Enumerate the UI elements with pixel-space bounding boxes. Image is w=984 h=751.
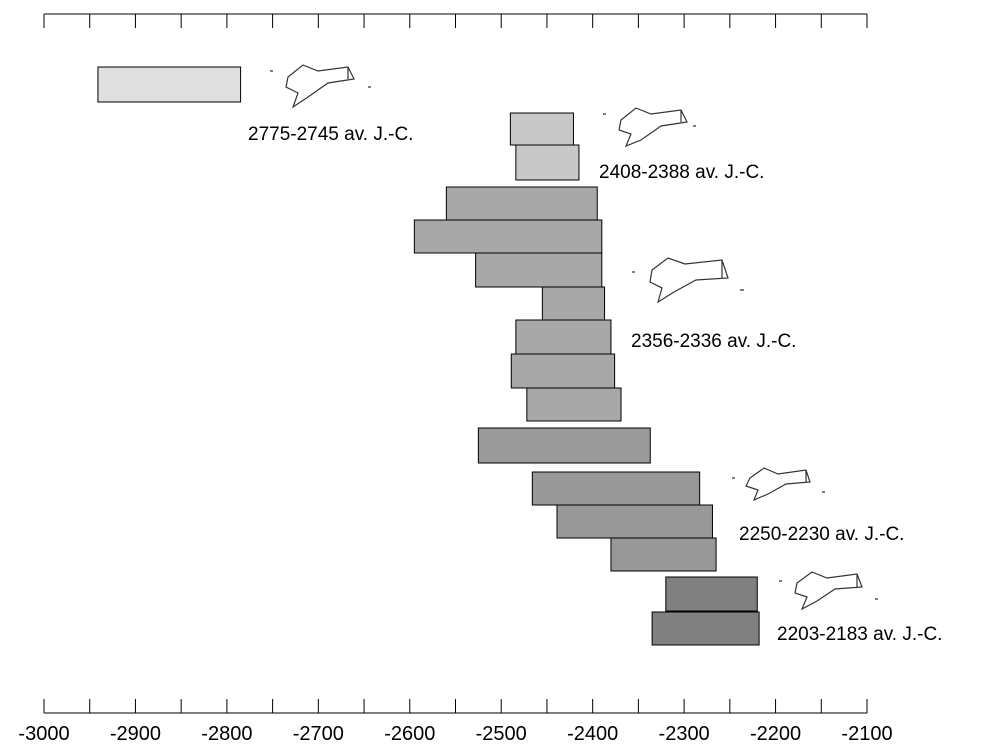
bar — [556, 504, 713, 539]
annotation: 2408-2388 av. J.-C. — [599, 162, 764, 183]
shoe-icon — [732, 467, 825, 502]
x-tick-label: -2600 — [384, 723, 435, 745]
annotation: 2356-2336 av. J.-C. — [631, 331, 796, 352]
annotation: 2250-2230 av. J.-C. — [739, 524, 904, 545]
x-tick-label: -2200 — [750, 723, 801, 745]
x-tick-label: -3000 — [18, 723, 69, 745]
bar — [477, 427, 651, 464]
shoe-icon — [779, 571, 878, 611]
icons — [270, 64, 878, 611]
x-tick-label: -2900 — [110, 723, 161, 745]
bar — [515, 319, 612, 355]
x-tick-label: -2500 — [476, 723, 527, 745]
bar — [413, 219, 603, 254]
bar — [541, 286, 606, 321]
bar — [509, 112, 574, 146]
x-tick-label: -2700 — [293, 723, 344, 745]
bar — [610, 537, 717, 572]
bar — [531, 471, 701, 506]
bar — [651, 611, 760, 646]
bar — [475, 252, 603, 288]
x-tick-label: -2800 — [201, 723, 252, 745]
bar — [445, 186, 598, 221]
x-tick-label: -2300 — [659, 723, 710, 745]
shoe-icon — [632, 257, 744, 304]
bar — [526, 387, 622, 422]
annotation: 2775-2745 av. J.-C. — [248, 124, 413, 145]
x-tick-label: -2400 — [567, 723, 618, 745]
bar — [97, 66, 242, 103]
bar — [510, 353, 616, 389]
annotation: 2203-2183 av. J.-C. — [777, 624, 942, 645]
shoe-icon — [603, 107, 696, 148]
x-tick-label: -2100 — [841, 723, 892, 745]
shoe-icon — [270, 64, 371, 109]
bar — [515, 144, 580, 181]
bar — [665, 576, 758, 612]
